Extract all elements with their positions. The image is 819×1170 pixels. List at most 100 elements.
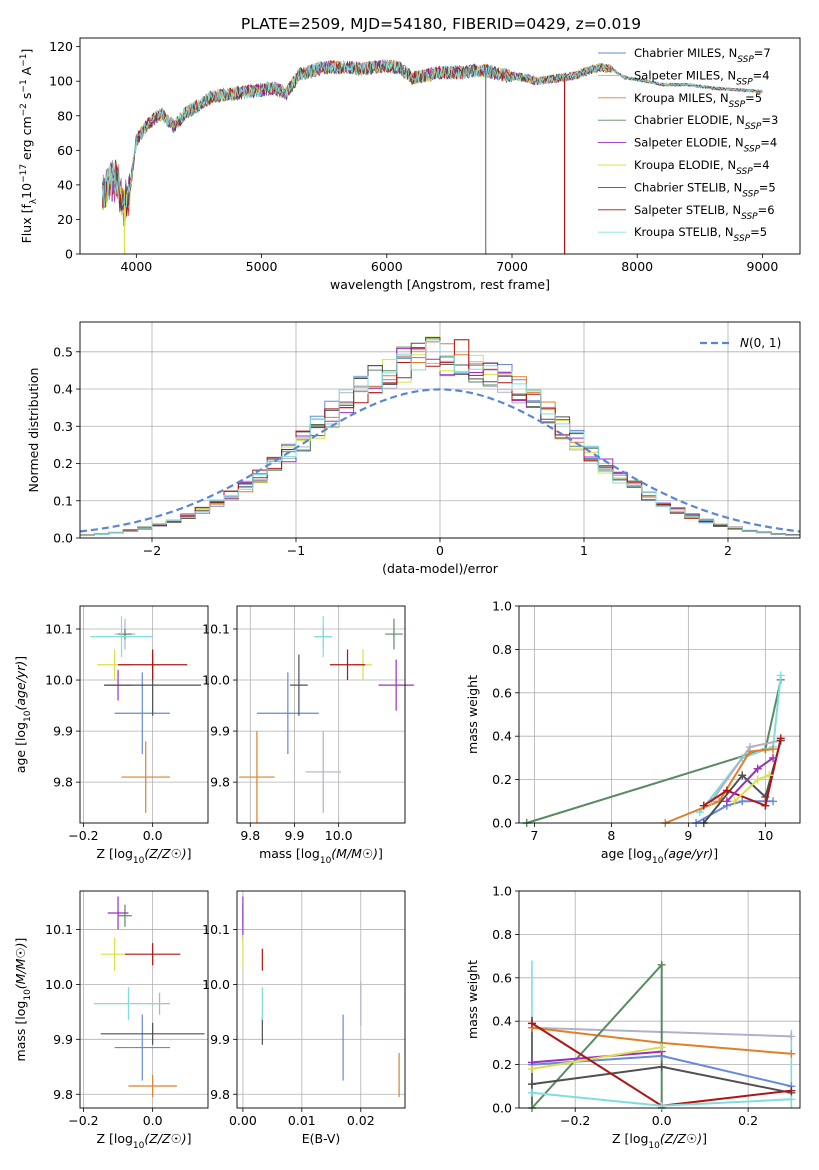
- weight-series-line: [703, 738, 782, 807]
- weight-point-marker: [722, 786, 731, 795]
- x-axis-label: Z [log10(Z/Z☉)]: [612, 1131, 707, 1151]
- x-tick-label: 0.00: [229, 1113, 257, 1128]
- y-tick-label: 40: [57, 177, 73, 192]
- legend-label: Salpeter MILES, NSSP=4: [634, 68, 770, 87]
- x-tick-label: 0: [436, 543, 444, 558]
- legend-label: Kroupa STELIB, NSSP=5: [634, 225, 767, 244]
- x-axis-label: Z [log10(Z/Z☉)]: [96, 1131, 191, 1151]
- x-axis-label: wavelength [Angstrom, rest frame]: [330, 277, 550, 292]
- y-tick-label: 0.2: [492, 772, 512, 787]
- x-tick-label: 6000: [371, 259, 403, 274]
- weight-vs-age-panel: 7 8 9 10 0.0 0.2 0.4 0.6 0.8 1.0 age [log10(age/yr…: [465, 599, 801, 866]
- y-tick-label: 9.9: [53, 1032, 73, 1047]
- x-tick-label: 7: [530, 828, 538, 843]
- weight-point-marker: [657, 960, 666, 969]
- weight-point-marker: [787, 1086, 796, 1095]
- legend-label: N(0, 1): [740, 336, 781, 350]
- y-tick-label: 10.1: [45, 621, 73, 636]
- weight-point-marker: [527, 1088, 536, 1097]
- weight-point-marker: [765, 771, 774, 780]
- y-tick-label: 10.1: [202, 621, 230, 636]
- y-axis-label: mass weight: [465, 960, 480, 1039]
- x-tick-label: −1: [287, 543, 305, 558]
- x-tick-label: 0.0: [143, 828, 163, 843]
- weight-point-marker: [787, 1032, 796, 1041]
- y-tick-label: 1.0: [492, 884, 512, 899]
- legend-label: Salpeter STELIB, NSSP=6: [634, 203, 775, 222]
- x-tick-label: 0.0: [143, 1113, 163, 1128]
- y-tick-label: 10.0: [202, 977, 230, 992]
- x-tick-label: 9: [684, 828, 692, 843]
- age-vs-mass-panel: 9.8 9.9 10.0 9.8 9.9 10.0 10.1 mass [log10(M/M☉…: [202, 605, 414, 866]
- x-tick-label: 8: [607, 828, 615, 843]
- weight-series-line: [531, 1046, 662, 1070]
- x-tick-label: 8000: [621, 259, 653, 274]
- x-tick-label: −0.2: [68, 1113, 98, 1128]
- weight-point-marker: [738, 771, 747, 780]
- legend-label: Chabrier MILES, NSSP=7: [634, 46, 771, 65]
- weight-series-line: [699, 675, 782, 813]
- y-tick-label: 0: [65, 247, 73, 262]
- y-tick-label: 100: [49, 74, 73, 89]
- y-tick-label: 0.0: [53, 531, 73, 546]
- x-tick-label: 0.0: [652, 1113, 672, 1128]
- y-tick-label: 10.0: [45, 977, 73, 992]
- weight-point-marker: [527, 1080, 536, 1089]
- y-tick-label: 0.1: [53, 493, 73, 508]
- x-tick-label: 1: [580, 543, 588, 558]
- y-tick-label: 0.2: [53, 456, 73, 471]
- y-tick-label: 0.4: [492, 729, 512, 744]
- weight-point-marker: [753, 764, 762, 773]
- weight-point-marker: [787, 1049, 796, 1058]
- x-axis-label: Z [log10(Z/Z☉)]: [96, 846, 191, 866]
- y-axis-label: Normed distribution: [26, 368, 41, 493]
- y-tick-label: 0.8: [492, 642, 512, 657]
- y-tick-label: 9.9: [210, 724, 230, 739]
- y-tick-label: 20: [57, 212, 73, 227]
- x-axis-label: mass [log10(M/M☉)]: [259, 846, 383, 866]
- axes-frame: [518, 605, 801, 824]
- y-tick-label: 0.5: [53, 344, 73, 359]
- weight-point-marker: [776, 734, 785, 743]
- y-tick-label: 120: [49, 39, 73, 54]
- y-tick-label: 9.8: [210, 775, 230, 790]
- legend-label: Kroupa ELODIE, NSSP=4: [634, 158, 770, 177]
- weight-point-marker: [730, 797, 739, 806]
- weight-point-marker: [722, 797, 731, 806]
- x-tick-label: −0.2: [560, 1113, 590, 1128]
- x-tick-label: 5000: [246, 259, 278, 274]
- y-tick-label: 60: [57, 143, 73, 158]
- spectrum-panel: 4000 5000 6000 7000 8000 9000 0 20 40 60 80 100 120 w…: [19, 37, 801, 292]
- y-tick-label: 9.8: [53, 1087, 73, 1102]
- y-tick-label: 0.6: [492, 970, 512, 985]
- y-tick-label: 0.4: [492, 1014, 512, 1029]
- axes-frame: [518, 890, 801, 1109]
- y-axis-label: age [log10(age/yr)]: [13, 656, 33, 773]
- x-tick-label: −0.2: [68, 828, 98, 843]
- weight-point-marker: [527, 1019, 536, 1028]
- x-tick-label: 7000: [496, 259, 528, 274]
- y-tick-label: 9.9: [53, 724, 73, 739]
- histogram-series-step: [80, 340, 800, 536]
- weight-point-marker: [657, 1043, 666, 1052]
- legend-label: Kroupa MILES, NSSP=5: [634, 91, 762, 110]
- y-tick-label: 10.0: [45, 673, 73, 688]
- axes-frame: [79, 321, 801, 539]
- weight-point-marker: [769, 745, 778, 754]
- gaussian-reference-curve: [79, 388, 801, 533]
- x-tick-label: 4000: [120, 259, 152, 274]
- weight-point-marker: [657, 1062, 666, 1071]
- weight-vs-metallicity-panel: −0.2 0.0 0.2 0.0 0.2 0.4 0.6 0.8 1.0 Z [log10(Z/Z…: [465, 884, 801, 1151]
- x-tick-label: 9000: [747, 259, 779, 274]
- axes-frame: [79, 605, 209, 824]
- x-tick-label: 0.2: [738, 1113, 758, 1128]
- weight-point-marker: [761, 801, 770, 810]
- y-tick-label: 0.6: [492, 685, 512, 700]
- figure-title: PLATE=2509, MJD=54180, FIBERID=0429, z=0…: [241, 15, 641, 33]
- weight-series-line: [531, 1050, 662, 1064]
- x-tick-label: 2: [724, 543, 732, 558]
- y-tick-label: 10.1: [45, 922, 73, 937]
- weight-point-marker: [769, 797, 778, 806]
- weight-point-marker: [776, 671, 785, 680]
